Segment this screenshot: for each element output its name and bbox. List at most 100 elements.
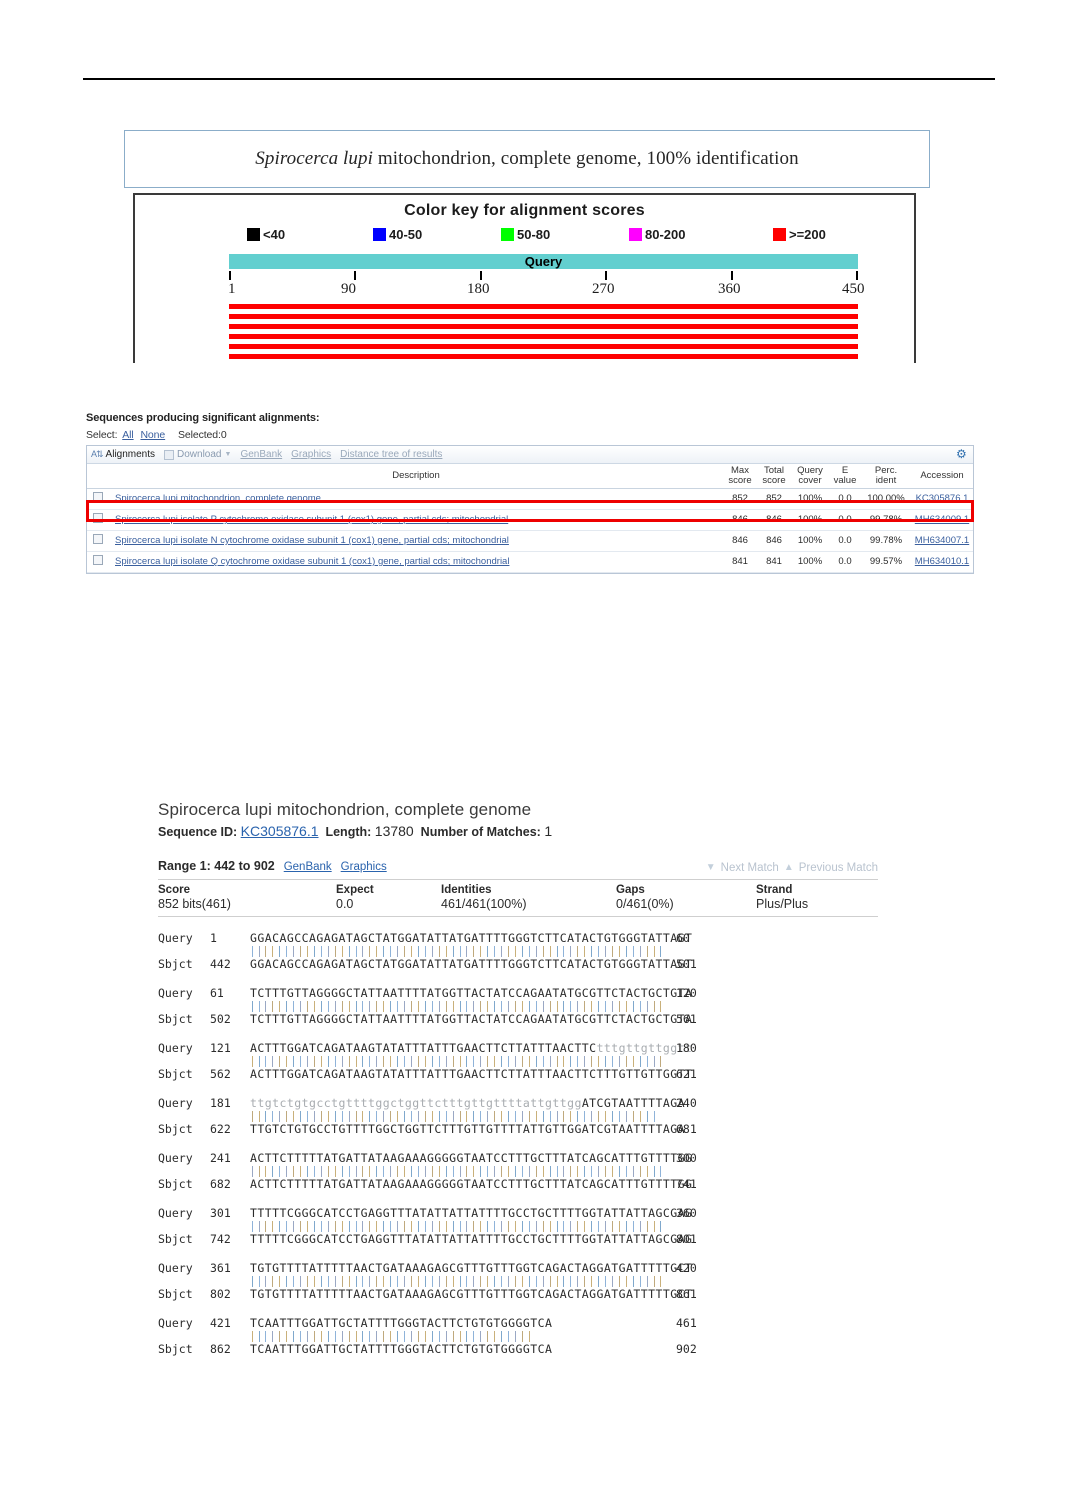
toolbar-distance-tree-link[interactable]: Distance tree of results: [340, 449, 443, 460]
col-query-cover[interactable]: Query cover: [791, 464, 829, 489]
sbjct-sequence: ACTTCTTTTTATGATTATAAGAAAGGGGGTAATCCTTTGC…: [250, 1176, 693, 1191]
results-toolbar: A⇅ Alignments Download ▼ GenBank Graphic…: [87, 446, 973, 464]
query-sequence: ACTTCTTTTTATGATTATAAGAAAGGGGGTAATCCTTTGC…: [250, 1150, 693, 1165]
score-header-score: Score: [158, 883, 190, 896]
table-row[interactable]: Spirocerca lupi isolate P cytochrome oxi…: [87, 509, 973, 531]
sequence-id-link[interactable]: KC305876.1: [240, 823, 319, 839]
hsp-bar[interactable]: [229, 314, 858, 319]
row-checkbox[interactable]: [87, 530, 109, 552]
row-e-value: 0.0: [829, 530, 861, 552]
hit-description-link[interactable]: Spirocerca lupi isolate P cytochrome oxi…: [115, 514, 509, 525]
sequence-alignment-blocks: Query 1 GGACAGCCAGAGATAGCTATGGATATTATGATTT…: [158, 931, 878, 1357]
row-query-cover: 100%: [791, 530, 829, 552]
sbjct-sequence: TTGTCTGTGCCTGTTTTGGCTGGTTCTTTGTTGTTTTATT…: [250, 1121, 686, 1136]
select-none-link[interactable]: None: [140, 429, 166, 441]
col-total-score[interactable]: Total score: [757, 464, 791, 489]
color-key-item-50-80: 50-80: [501, 227, 550, 242]
length-label: Length:: [325, 825, 372, 839]
table-row[interactable]: Spirocerca lupi mitochondrion, complete …: [87, 488, 973, 510]
toolbar-genbank-link[interactable]: GenBank: [240, 449, 283, 460]
hsp-bar[interactable]: [229, 324, 858, 329]
match-bars: [250, 1220, 666, 1232]
row-accession: MH634007.1: [911, 530, 973, 552]
sbjct-sequence: TGTGTTTTATTTTTAACTGATAAAGAGCGTTTGTTTGGTC…: [250, 1286, 693, 1301]
color-swatch-blue: [373, 228, 386, 241]
query-label: Query: [158, 1095, 193, 1110]
previous-match-button[interactable]: Previous Match: [798, 861, 878, 874]
row-checkbox[interactable]: [87, 551, 109, 573]
toolbar-download-button[interactable]: Download ▼: [164, 449, 231, 460]
query-line: Query 241 ACTTCTTTTTATGATTATAAGAAAGGGGGTAA…: [158, 1151, 878, 1166]
score-value-row: 852 bits(461) 0.0 461/461(100%) 0/461(0%…: [158, 896, 878, 915]
query-line: Query 421 TCAATTTGGATTGCTATTTTGGGTACTTCTGT…: [158, 1316, 878, 1331]
sbjct-end: 902: [676, 1341, 697, 1356]
color-key-label-50-80: 50-80: [517, 227, 551, 242]
results-table: Description Max score Total score Query cov…: [87, 464, 973, 573]
hit-description-link[interactable]: Spirocerca lupi isolate Q cytochrome oxi…: [115, 556, 510, 567]
sbjct-start: 502: [210, 1011, 231, 1026]
sbjct-end: 741: [676, 1176, 697, 1191]
query-end: 300: [676, 1150, 697, 1165]
figure-title-species: Spirocerca lupi: [255, 148, 374, 169]
sbjct-start: 442: [210, 956, 231, 971]
checkbox-icon[interactable]: [93, 513, 103, 523]
color-key-label-lt40: <40: [263, 227, 286, 242]
ruler-tick-180: [480, 271, 482, 280]
col-perc-ident[interactable]: Perc. ident: [861, 464, 911, 489]
checkbox-icon[interactable]: [93, 492, 103, 502]
row-description: Spirocerca lupi mitochondrion, complete …: [109, 488, 723, 510]
range-genbank-link[interactable]: GenBank: [283, 861, 332, 873]
select-all-link[interactable]: All: [122, 429, 134, 441]
next-match-button[interactable]: Next Match: [720, 861, 779, 874]
col-accession[interactable]: Accession: [911, 464, 973, 489]
select-label: Select:: [86, 429, 118, 441]
matches-value: 1: [544, 823, 553, 839]
hsp-bar[interactable]: [229, 354, 858, 359]
accession-link[interactable]: MH634007.1: [914, 535, 970, 546]
hsp-bar[interactable]: [229, 334, 858, 339]
score-table-underline: [158, 915, 878, 917]
checkbox-icon[interactable]: [93, 555, 103, 565]
accession-link[interactable]: MH634010.1: [914, 556, 970, 567]
range-graphics-link[interactable]: Graphics: [340, 861, 387, 873]
row-checkbox[interactable]: [87, 509, 109, 531]
toolbar-alignments-button[interactable]: A⇅ Alignments: [91, 449, 155, 460]
query-end: 60: [676, 930, 690, 945]
hit-description-link[interactable]: Spirocerca lupi mitochondrion, complete …: [115, 493, 321, 504]
download-icon: [164, 449, 175, 460]
query-start: 181: [210, 1095, 231, 1110]
color-key-label-40-50: 40-50: [389, 227, 423, 242]
hsp-bar[interactable]: [229, 304, 858, 309]
query-end: 240: [676, 1095, 697, 1110]
accession-link[interactable]: KC305876.1: [915, 493, 969, 504]
ruler-tick-360: [731, 271, 733, 280]
table-row[interactable]: Spirocerca lupi isolate Q cytochrome oxi…: [87, 551, 973, 573]
hit-description-link[interactable]: Spirocerca lupi isolate N cytochrome oxi…: [115, 535, 509, 546]
sequence-block: Query 301 TTTTTCGGGCATCCTGAGGTTTATATTATTAT…: [158, 1206, 878, 1247]
col-max-score[interactable]: Max score: [723, 464, 757, 489]
hsp-bar[interactable]: [229, 344, 858, 349]
table-row[interactable]: Spirocerca lupi isolate N cytochrome oxi…: [87, 530, 973, 552]
col-description[interactable]: Description: [109, 464, 723, 489]
row-total-score: 846: [757, 509, 791, 531]
col-checkbox: [87, 464, 109, 489]
sort-icon: A⇅: [91, 449, 104, 459]
query-label: Query: [158, 985, 193, 1000]
checkbox-icon[interactable]: [93, 534, 103, 544]
matches-label: Number of Matches:: [420, 825, 541, 839]
identities-value: 461/461(100%): [441, 896, 527, 911]
chevron-down-icon: ▼: [705, 862, 716, 873]
row-checkbox[interactable]: [87, 488, 109, 510]
query-label: Query: [158, 1315, 193, 1330]
accession-link[interactable]: MH634009.1: [914, 514, 970, 525]
page-header-rule: [83, 78, 995, 80]
sequence-block: Query 121 ACTTTGGATCAGATAAGTATATTTATTTGAAC…: [158, 1041, 878, 1082]
toolbar-graphics-link[interactable]: Graphics: [291, 449, 332, 460]
sbjct-label: Sbjct: [158, 1066, 193, 1081]
sbjct-line: Sbjct 622 TTGTCTGTGCCTGTTTTGGCTGGTTCTTTGTT…: [158, 1122, 878, 1137]
query-start: 1: [210, 930, 217, 945]
sbjct-start: 622: [210, 1121, 231, 1136]
gear-icon[interactable]: ⚙: [956, 447, 967, 461]
select-row: Select: All None Selected:0: [86, 429, 974, 441]
